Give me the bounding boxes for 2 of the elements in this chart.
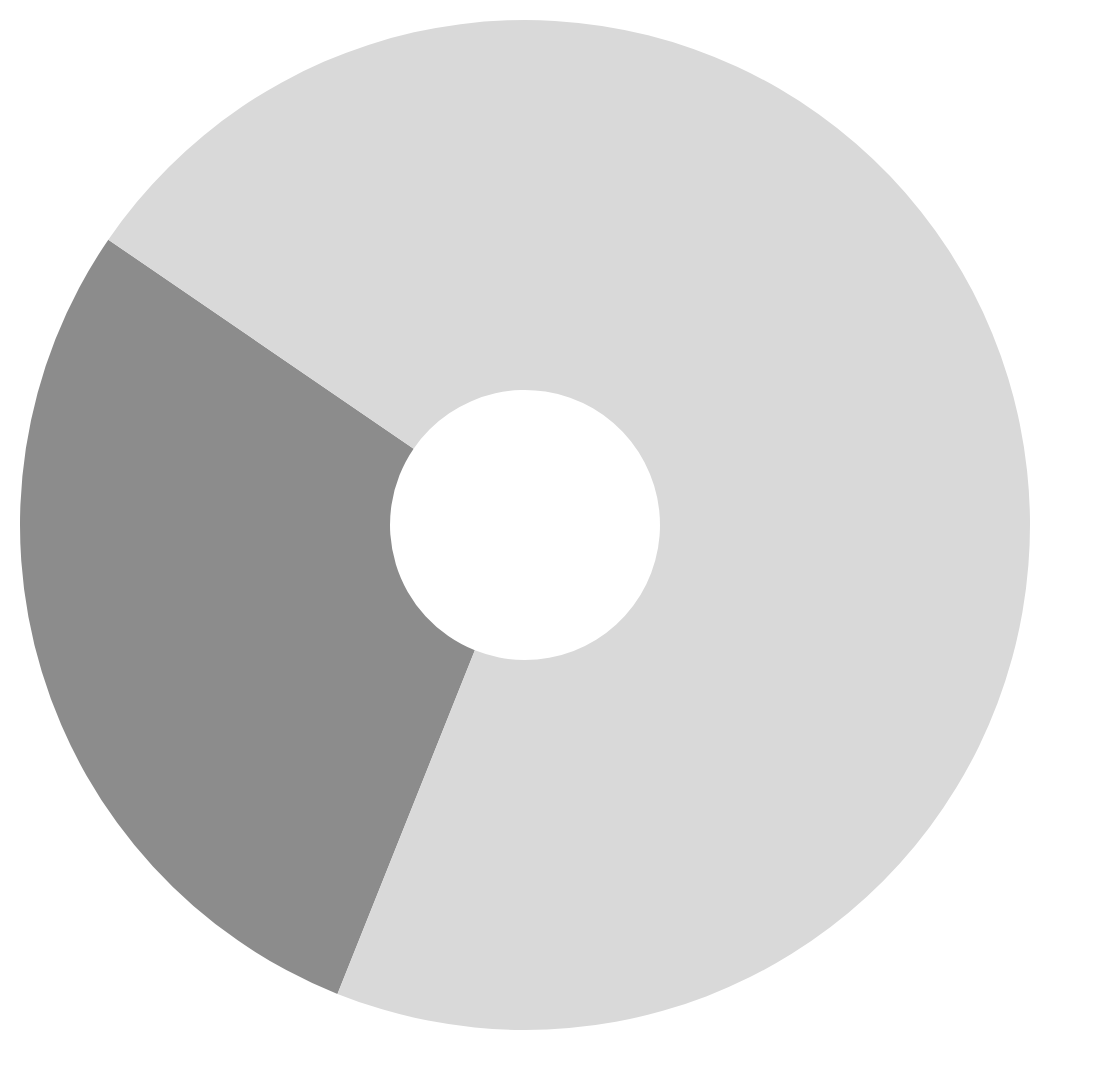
donut-slice <box>20 239 475 994</box>
donut-slice <box>108 20 1030 1030</box>
